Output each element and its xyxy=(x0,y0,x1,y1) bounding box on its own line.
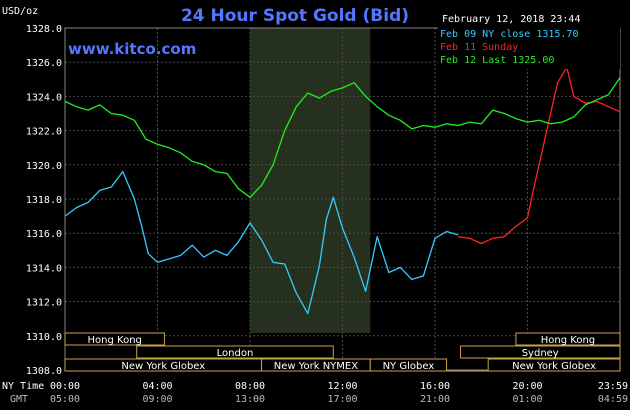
session-box xyxy=(459,345,621,359)
trading-sessions: Hong Kong Hong Kong London Sydney New York G… xyxy=(64,332,621,372)
session-label: New York Globex xyxy=(121,361,205,372)
legend-box xyxy=(438,27,620,69)
y-tick-label: 1326.0 xyxy=(26,58,62,69)
session-label: New York Globex xyxy=(512,361,596,372)
legend-item-feb11: Feb 11 Sunday xyxy=(440,42,518,53)
session-bar: Hong Kong xyxy=(64,332,165,346)
session-box xyxy=(136,345,334,359)
session-bar: New York Globex xyxy=(64,358,263,372)
x-tick-ny: 04:00 xyxy=(142,381,172,392)
chart-timestamp: February 12, 2018 23:44 xyxy=(442,14,580,25)
session-label: London xyxy=(217,348,254,359)
session-bar: New York NYMEX xyxy=(261,358,371,372)
session-box xyxy=(515,332,621,346)
y-tick-label: 1324.0 xyxy=(26,92,62,103)
session-label: Hong Kong xyxy=(541,335,595,346)
x-tick-ny: 23:59 xyxy=(598,381,628,392)
x-axis-ticks: 00:00 05:00 04:00 09:00 08:00 13:00 12:00 17:00… xyxy=(50,381,628,405)
x-tick-ny: 12:00 xyxy=(327,381,357,392)
session-bar: London xyxy=(136,345,334,359)
x-tick-gmt: 04:59 xyxy=(598,394,628,405)
session-bar: Hong Kong xyxy=(515,332,621,346)
x-tick-gmt: 05:00 xyxy=(50,394,80,405)
x-tick-gmt: 21:00 xyxy=(420,394,450,405)
x-tick-gmt: 17:00 xyxy=(327,394,357,405)
y-tick-label: 1312.0 xyxy=(26,298,62,309)
series-line-0 xyxy=(64,170,459,315)
legend-item-feb09: Feb 09 NY close 1315.70 xyxy=(440,29,578,40)
x-tick-gmt: 09:00 xyxy=(142,394,172,405)
session-label: Hong Kong xyxy=(88,335,142,346)
y-tick-label: 1310.0 xyxy=(26,332,62,343)
y-tick-label: 1318.0 xyxy=(26,195,62,206)
y-tick-label: 1314.0 xyxy=(26,263,62,274)
y-axis-label: USD/oz xyxy=(2,6,38,17)
site-url: www.kitco.com xyxy=(68,40,196,58)
session-label: New York NYMEX xyxy=(274,361,359,372)
y-tick-label: 1320.0 xyxy=(26,161,62,172)
session-bar: NY Globex xyxy=(369,358,448,372)
x-tick-gmt: 01:00 xyxy=(512,394,542,405)
legend-item-feb12: Feb 12 Last 1325.00 xyxy=(440,55,554,66)
session-label: Sydney xyxy=(522,348,559,359)
session-box xyxy=(64,332,165,346)
series-layer xyxy=(64,66,621,315)
session-bar: Sydney xyxy=(459,345,621,359)
nymex-shaded-region xyxy=(250,28,371,333)
y-tick-label: 1322.0 xyxy=(26,127,62,138)
y-axis-ticks: 1328.0 1326.0 1324.0 1322.0 1320.0 1318.0 1316… xyxy=(26,24,62,377)
chart-title: 24 Hour Spot Gold (Bid) xyxy=(181,6,409,26)
y-tick-label: 1328.0 xyxy=(26,24,62,35)
series-line-2 xyxy=(64,77,621,198)
gmt-label: GMT xyxy=(10,394,28,405)
legend: Feb 09 NY close 1315.70 Feb 11 Sunday Fe… xyxy=(438,27,620,69)
y-tick-label: 1308.0 xyxy=(26,366,62,377)
session-label: NY Globex xyxy=(383,361,435,372)
x-tick-ny: 00:00 xyxy=(50,381,80,392)
x-tick-gmt: 13:00 xyxy=(235,394,265,405)
x-tick-ny: 16:00 xyxy=(420,381,450,392)
y-tick-label: 1316.0 xyxy=(26,229,62,240)
ny-time-label: NY Time xyxy=(2,381,44,392)
x-tick-ny: 08:00 xyxy=(235,381,265,392)
session-bar: New York Globex xyxy=(487,358,621,372)
x-tick-ny: 20:00 xyxy=(512,381,542,392)
